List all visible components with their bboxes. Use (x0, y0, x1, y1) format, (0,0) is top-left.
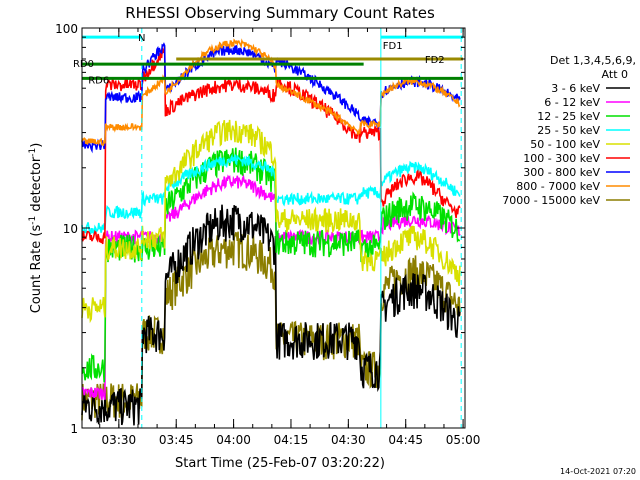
legend-label: 6 - 12 keV (544, 96, 600, 109)
x-tick-label: 03:45 (159, 433, 194, 447)
y-tick-label: 100 (55, 22, 78, 36)
y-tick-label: 10 (63, 222, 78, 236)
legend-label: 50 - 100 keV (530, 138, 600, 151)
x-axis-label: Start Time (25-Feb-07 03:20:22) (175, 456, 385, 471)
legend-label: 12 - 25 keV (537, 110, 600, 123)
x-tick-label: 04:15 (274, 433, 309, 447)
x-tick-label: 04:00 (216, 433, 251, 447)
x-tick-label: 05:00 (446, 433, 481, 447)
legend-label: 25 - 50 keV (537, 124, 600, 137)
series-line-50-100-kev (81, 119, 461, 324)
series-line-25-50-kev (81, 153, 461, 237)
legend-label: 800 - 7000 keV (516, 180, 600, 193)
x-tick-label: 04:45 (388, 433, 423, 447)
series-line-800-7000-kev (81, 38, 461, 147)
series-line-3-6-kev (81, 204, 461, 426)
y-tick-label: 1 (70, 422, 78, 436)
flag-label-rd0: RD0 (73, 59, 94, 70)
flag-layer: N FD1 FD2 RD0 RD6 (73, 28, 464, 428)
plot-frame (81, 27, 466, 429)
axis-layer: 03:30 03:45 04:00 04:15 04:30 04:45 05:00 1 10 10… (55, 22, 480, 447)
legend-label: 100 - 300 keV (523, 152, 600, 165)
flag-label-fd1: FD1 (383, 41, 403, 52)
flag-label-fd2: FD2 (425, 55, 445, 66)
footer-timestamp: 14-Oct-2021 07:20 (560, 467, 636, 476)
x-tick-label: 04:30 (331, 433, 366, 447)
legend-label: 3 - 6 keV (551, 82, 600, 95)
legend-label: 7000 - 15000 keV (502, 194, 600, 207)
y-axis-label: Count Rate (s-1 detector-1) (28, 143, 44, 314)
legend-label: 300 - 800 keV (523, 166, 600, 179)
flag-label-n: N (138, 33, 145, 44)
flag-label-rd6: RD6 (88, 75, 109, 86)
x-tick-label: 03:30 (102, 433, 137, 447)
series-layer (81, 38, 461, 426)
legend-header-1: Det 1,3,4,5,6,9, (550, 54, 636, 67)
legend-header-2: Att 0 (602, 68, 628, 81)
chart-title: RHESSI Observing Summary Count Rates (125, 4, 435, 22)
series-line-6-12-kev (81, 173, 461, 401)
